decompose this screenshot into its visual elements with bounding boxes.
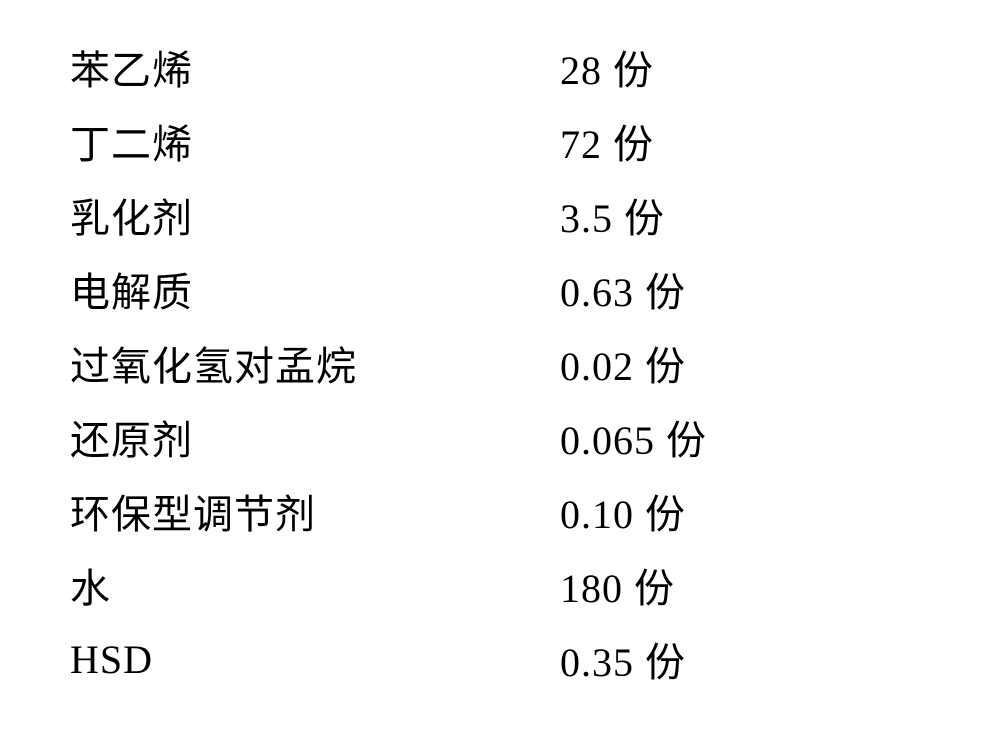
table-row: 苯乙烯 28 份 <box>70 30 930 104</box>
ingredient-label: 还原剂 <box>70 408 560 466</box>
table-row: HSD 0.35 份 <box>70 622 930 696</box>
ingredient-value: 72 份 <box>560 112 654 170</box>
ingredient-label: HSD <box>70 636 560 683</box>
ingredient-value: 0.02 份 <box>560 334 686 392</box>
ingredient-value: 0.10 份 <box>560 482 686 540</box>
composition-table: 苯乙烯 28 份 丁二烯 72 份 乳化剂 3.5 份 电解质 0.63 份 过… <box>70 30 930 696</box>
table-row: 丁二烯 72 份 <box>70 104 930 178</box>
ingredient-label: 过氧化氢对孟烷 <box>70 334 560 392</box>
table-row: 还原剂 0.065 份 <box>70 400 930 474</box>
ingredient-value: 0.065 份 <box>560 408 707 466</box>
ingredient-value: 3.5 份 <box>560 186 665 244</box>
table-row: 环保型调节剂 0.10 份 <box>70 474 930 548</box>
ingredient-value: 28 份 <box>560 38 654 96</box>
table-row: 电解质 0.63 份 <box>70 252 930 326</box>
ingredient-label: 环保型调节剂 <box>70 482 560 540</box>
ingredient-label: 苯乙烯 <box>70 38 560 96</box>
ingredient-label: 电解质 <box>70 260 560 318</box>
ingredient-label: 乳化剂 <box>70 186 560 244</box>
table-row: 水 180 份 <box>70 548 930 622</box>
ingredient-label: 水 <box>70 556 560 614</box>
ingredient-value: 0.35 份 <box>560 630 686 688</box>
ingredient-label: 丁二烯 <box>70 112 560 170</box>
table-row: 过氧化氢对孟烷 0.02 份 <box>70 326 930 400</box>
ingredient-value: 180 份 <box>560 556 675 614</box>
table-row: 乳化剂 3.5 份 <box>70 178 930 252</box>
ingredient-value: 0.63 份 <box>560 260 686 318</box>
